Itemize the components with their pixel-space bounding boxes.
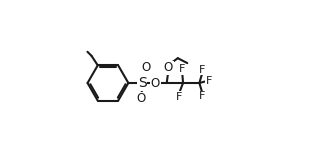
Text: F: F [176, 92, 182, 102]
Text: O: O [151, 77, 160, 89]
Text: F: F [206, 76, 212, 86]
Text: F: F [199, 65, 205, 75]
Text: O: O [137, 92, 146, 106]
Text: F: F [179, 64, 185, 74]
Text: O: O [141, 61, 150, 74]
Text: S: S [138, 76, 147, 90]
Text: F: F [199, 91, 205, 101]
Text: O: O [164, 61, 173, 75]
